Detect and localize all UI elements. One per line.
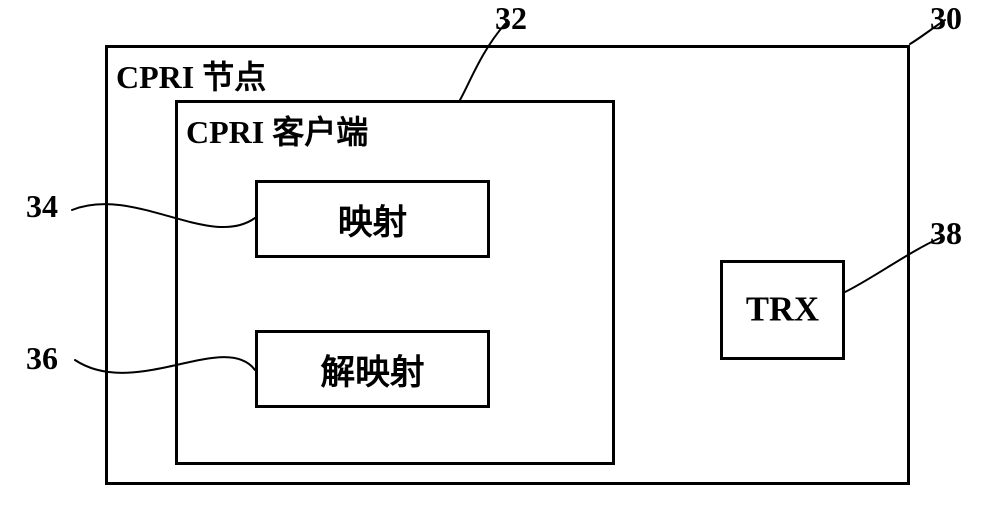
callout-34: 34 <box>26 188 58 225</box>
cpri-client-box: CPRI 客户端 <box>175 100 615 465</box>
demapping-box: 解映射 <box>255 330 490 408</box>
trx-box: TRX <box>720 260 845 360</box>
callout-38: 38 <box>930 215 962 252</box>
mapping-box: 映射 <box>255 180 490 258</box>
callout-32: 32 <box>495 0 527 37</box>
mapping-label: 映射 <box>338 194 407 244</box>
trx-label: TRX <box>746 291 819 330</box>
demapping-label: 解映射 <box>321 344 425 394</box>
callout-36: 36 <box>26 340 58 377</box>
diagram-canvas: CPRI 节点 CPRI 客户端 映射 解映射 TRX 30 32 34 36 … <box>0 0 1000 532</box>
cpri-client-title: CPRI 客户端 <box>186 107 368 153</box>
callout-30: 30 <box>930 0 962 37</box>
cpri-node-title: CPRI 节点 <box>116 52 266 98</box>
